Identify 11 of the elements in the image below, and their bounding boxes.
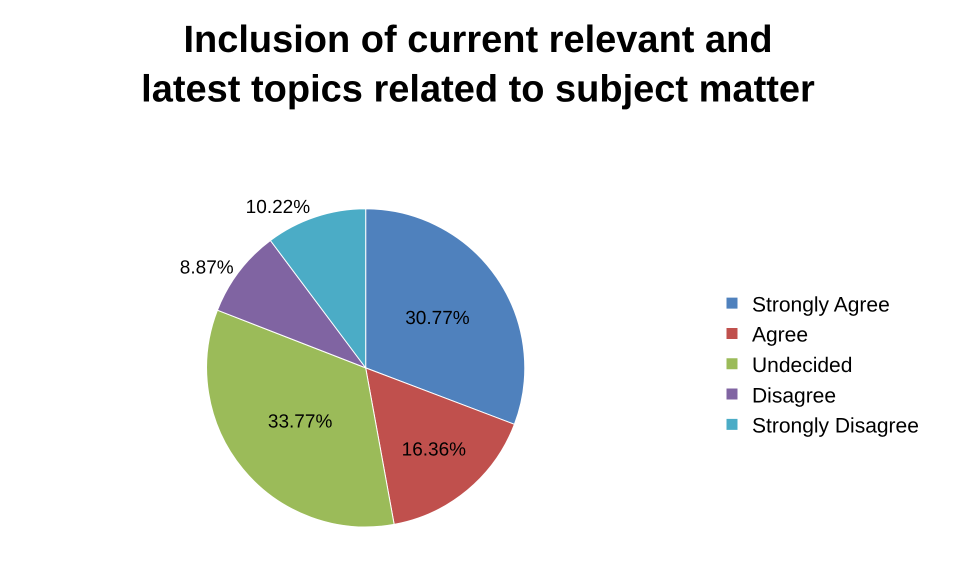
legend-label: Strongly Disagree: [752, 414, 919, 438]
data-label: 16.36%: [402, 439, 466, 460]
legend-label: Strongly Agree: [752, 293, 890, 316]
data-label: 30.77%: [405, 308, 470, 329]
data-label: 33.77%: [268, 411, 332, 432]
legend-label: Disagree: [752, 384, 836, 408]
data-label: 10.22%: [246, 196, 310, 218]
legend-label: Undecided: [752, 354, 852, 377]
chart-title: Inclusion of current relevant and latest topics related to subject matter: [141, 19, 816, 110]
data-label: 8.87%: [180, 257, 234, 278]
legend-label: Agree: [752, 324, 808, 347]
